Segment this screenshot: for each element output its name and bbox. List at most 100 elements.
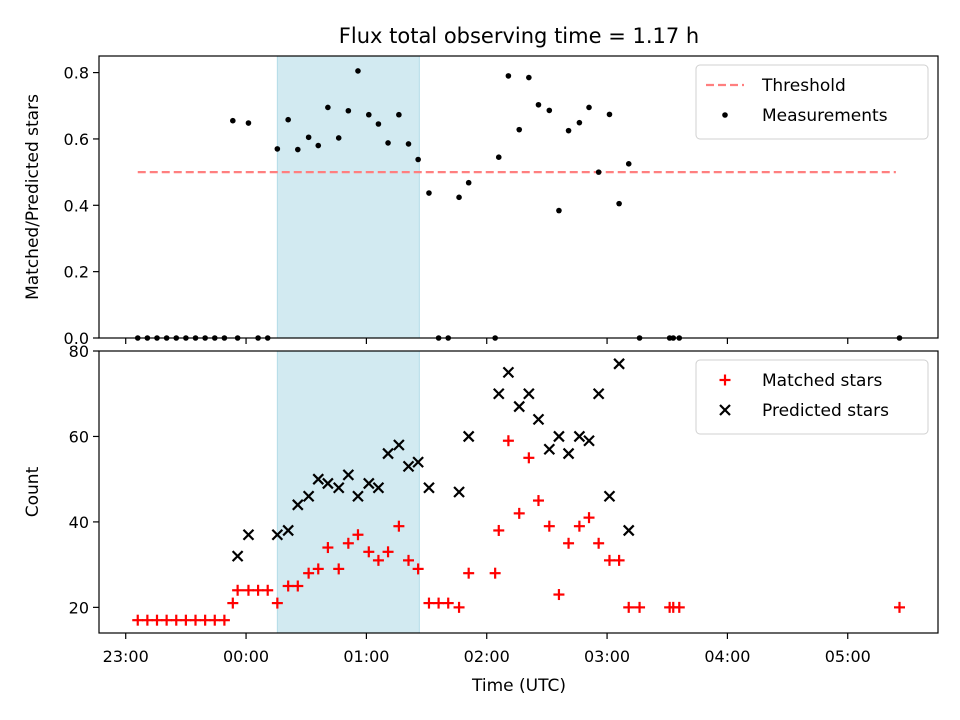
matched-stars-point (563, 537, 575, 549)
measurements-point (375, 121, 382, 127)
x-tick-label: 23:00 (103, 647, 149, 666)
predicted-stars-point (622, 524, 635, 537)
predicted-stars-point (352, 490, 364, 503)
predicted-stars-point (271, 528, 284, 541)
matched-stars-point (363, 546, 375, 558)
matched-stars-point (292, 580, 304, 592)
x-tick-label: 01:00 (343, 647, 389, 666)
bottom-plot-marks (132, 358, 905, 626)
y-tick-label: 60 (69, 427, 89, 446)
measurements-point (456, 194, 462, 201)
top-y-axis-label: Matched/Predicted stars (23, 94, 43, 300)
matched-stars-point (372, 554, 384, 566)
x-tick-label: 02:00 (464, 647, 510, 666)
y-tick-label: 0.0 (64, 329, 89, 348)
matched-stars-point (242, 584, 254, 596)
y-tick-label: 0.8 (64, 64, 89, 83)
measurements-point (415, 156, 421, 163)
matched-stars-point (634, 601, 646, 613)
predicted-stars-point (302, 490, 315, 503)
legend-threshold-label: Threshold (761, 76, 846, 96)
matched-stars-point (199, 614, 211, 626)
predicted-stars-point (342, 469, 355, 481)
measurements-point (325, 104, 331, 111)
predicted-stars-point (523, 387, 535, 400)
matched-stars-point (523, 452, 535, 464)
matched-stars-point (209, 614, 221, 626)
y-tick-label: 0.4 (64, 196, 89, 215)
matched-stars-point (673, 601, 685, 613)
y-tick-label: 80 (69, 342, 89, 361)
top-panel: 0.00.20.40.60.8 Matched/Predicted stars … (23, 55, 939, 348)
measurements-point (465, 179, 472, 186)
matched-stars-point (170, 614, 182, 626)
matched-stars-point (393, 520, 405, 532)
measurements-point (245, 120, 252, 126)
matched-stars-point (312, 563, 324, 575)
predicted-stars-point (363, 477, 375, 490)
measurements-point (230, 117, 236, 124)
predicted-stars-point (462, 430, 475, 443)
matched-stars-point (623, 601, 635, 613)
predicted-stars-point (562, 447, 575, 460)
measurements-point (495, 154, 502, 160)
predicted-stars-point (412, 456, 424, 468)
measurements-point (285, 116, 291, 123)
bottom-legend: Matched stars Predicted stars (695, 359, 929, 435)
legend-predicted-stars-swatch (719, 404, 731, 416)
measurements-point (535, 101, 542, 108)
measurements-point (426, 190, 432, 196)
measurements-point (305, 134, 312, 141)
legend-predicted-stars-label: Predicted stars (762, 401, 889, 421)
measurements-point (616, 200, 622, 207)
legend-box (695, 64, 929, 140)
x-tick-label: 00:00 (223, 647, 269, 666)
matched-stars-point (333, 563, 345, 575)
predicted-stars-point (453, 486, 465, 498)
matched-stars-point (141, 614, 153, 626)
matched-stars-point (489, 567, 501, 579)
predicted-stars-point (502, 366, 515, 379)
matched-stars-point (442, 597, 454, 609)
matched-stars-point (352, 529, 364, 541)
y-tick-label: 20 (69, 598, 89, 617)
predicted-stars-point (231, 550, 244, 562)
matched-stars-point (382, 546, 394, 558)
predicted-stars-point (292, 499, 304, 511)
matched-stars-point (218, 614, 230, 626)
predicted-stars-point (332, 481, 345, 494)
measurements-point (586, 104, 592, 111)
bottom-y-axis-label: Count (23, 466, 43, 517)
measurements-point (546, 107, 553, 114)
matched-stars-point (502, 435, 514, 447)
matched-stars-point (180, 614, 192, 626)
predicted-stars-point (423, 481, 435, 494)
observing-interval-shade (276, 55, 420, 339)
legend-matched-stars-label: Matched stars (762, 371, 882, 391)
matched-stars-point (282, 580, 294, 592)
matched-stars-point (433, 597, 445, 609)
measurements-point (274, 146, 281, 152)
matched-stars-point (603, 554, 615, 566)
matched-stars-point (593, 537, 605, 549)
top-legend: Threshold Measurements (695, 64, 929, 140)
predicted-stars-point (553, 430, 565, 443)
matched-stars-point (553, 589, 565, 601)
legend-box (695, 359, 929, 435)
measurements-point (345, 107, 352, 114)
legend-measurements-swatch (722, 112, 728, 118)
predicted-stars-point (603, 490, 616, 503)
predicted-stars-point (513, 400, 525, 413)
predicted-stars-point (492, 387, 505, 400)
y-tick-label: 40 (69, 513, 89, 532)
measurements-point (385, 140, 391, 146)
matched-stars-point (463, 567, 475, 579)
measurements-point (335, 135, 342, 141)
bottom-y-ticks: 20 40 60 80 (69, 342, 99, 617)
matched-stars-point (543, 520, 555, 532)
measurements-point (294, 146, 301, 153)
measurements-point (505, 73, 512, 79)
x-tick-label: 03:00 (584, 647, 630, 666)
matched-stars-point (161, 614, 173, 626)
